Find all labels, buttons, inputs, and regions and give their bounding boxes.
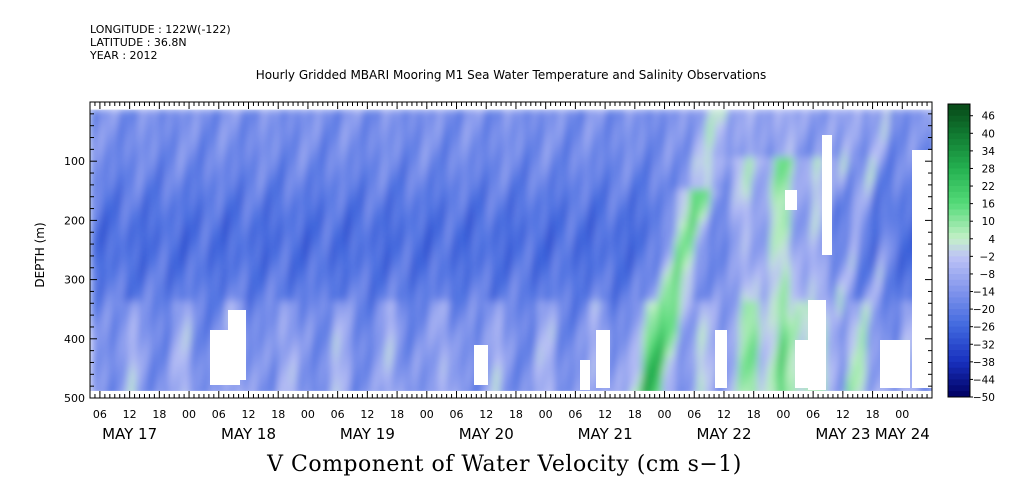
colorbar-label: −26 bbox=[973, 322, 995, 334]
colorbar-label: 16 bbox=[982, 199, 996, 211]
y-tick-label: 200 bbox=[64, 214, 85, 227]
x-hour-tick-label: 12 bbox=[360, 408, 374, 421]
x-hour-tick-label: 00 bbox=[182, 408, 196, 421]
colorbar-label: −38 bbox=[973, 357, 995, 369]
x-hour-tick-label: 12 bbox=[479, 408, 493, 421]
velocity-field bbox=[90, 109, 932, 398]
x-hour-tick-label: 12 bbox=[717, 408, 731, 421]
x-hour-tick-label: 18 bbox=[747, 408, 761, 421]
x-hour-tick-label: 06 bbox=[568, 408, 582, 421]
x-hour-tick-label: 12 bbox=[836, 408, 850, 421]
colorbar-label: 46 bbox=[982, 111, 996, 123]
x-hour-tick-label: 06 bbox=[331, 408, 345, 421]
colorbar-label: −32 bbox=[973, 339, 995, 351]
colorbar-label: −8 bbox=[980, 269, 995, 281]
x-hour-tick-label: 06 bbox=[806, 408, 820, 421]
x-hour-tick-label: 18 bbox=[628, 408, 642, 421]
latitude-label: LATITUDE : 36.8N bbox=[90, 36, 187, 49]
x-hour-tick-label: 18 bbox=[152, 408, 166, 421]
colorbar-label: 22 bbox=[982, 181, 995, 193]
colorbar-label: 28 bbox=[982, 163, 995, 175]
x-hour-tick-label: 18 bbox=[271, 408, 285, 421]
x-hour-tick-label: 18 bbox=[390, 408, 404, 421]
longitude-label: LONGITUDE : 122W(-122) bbox=[90, 23, 231, 36]
x-hour-tick-label: 00 bbox=[539, 408, 553, 421]
x-hour-tick-label: 12 bbox=[598, 408, 612, 421]
x-hour-tick-label: 12 bbox=[241, 408, 255, 421]
colorbar-label: 40 bbox=[982, 128, 995, 140]
colorbar-label: −2 bbox=[980, 251, 995, 263]
x-hour-tick-label: 18 bbox=[866, 408, 880, 421]
colorbar-label: 10 bbox=[982, 216, 995, 228]
x-hour-tick-label: 06 bbox=[450, 408, 464, 421]
x-day-label: MAY 19 bbox=[340, 425, 395, 443]
x-hour-tick-label: 00 bbox=[658, 408, 672, 421]
colorbar-label: 34 bbox=[982, 146, 996, 158]
x-day-label: MAY 17 bbox=[102, 425, 157, 443]
colorbar-label: −14 bbox=[973, 287, 995, 299]
x-day-label: MAY 21 bbox=[578, 425, 633, 443]
colorbar-label: 4 bbox=[988, 234, 995, 246]
year-label: YEAR : 2012 bbox=[90, 49, 158, 62]
colorbar-label: −20 bbox=[973, 304, 995, 316]
y-tick-label: 500 bbox=[64, 392, 85, 405]
x-day-label: MAY 18 bbox=[221, 425, 276, 443]
chart-title: Hourly Gridded MBARI Mooring M1 Sea Wate… bbox=[255, 68, 767, 82]
x-hour-tick-label: 06 bbox=[212, 408, 226, 421]
colorbar-label: −50 bbox=[973, 392, 995, 404]
x-day-label: MAY 22 bbox=[696, 425, 751, 443]
colorbar: 46 40 34 28 22 16 10 4 −2 −8 −14 −20 −26 −32 −38 −44 −50 bbox=[947, 103, 996, 404]
x-hour-tick-label: 18 bbox=[509, 408, 523, 421]
y-tick-label: 100 bbox=[64, 155, 85, 168]
colorbar-label: −44 bbox=[973, 374, 995, 386]
y-tick-label: 300 bbox=[64, 274, 85, 287]
x-hour-tick-label: 00 bbox=[420, 408, 434, 421]
x-hour-tick-label: 06 bbox=[687, 408, 701, 421]
x-hour-tick-label: 06 bbox=[93, 408, 107, 421]
x-day-label: MAY 20 bbox=[459, 425, 514, 443]
x-axis-label: V Component of Water Velocity (cm s−1) bbox=[267, 452, 742, 477]
x-hour-tick-label: 00 bbox=[776, 408, 790, 421]
y-tick-label: 400 bbox=[64, 333, 85, 346]
x-hour-tick-label: 00 bbox=[301, 408, 315, 421]
x-day-label: MAY 23 bbox=[815, 425, 870, 443]
x-hour-tick-label: 00 bbox=[895, 408, 909, 421]
axes: 06 12 18 00 06 12 18 00 06 12 18 00 06 12 18 00 06 12 18 00… bbox=[64, 102, 933, 443]
x-day-label: MAY 24 bbox=[875, 425, 930, 443]
x-hour-tick-label: 12 bbox=[123, 408, 137, 421]
